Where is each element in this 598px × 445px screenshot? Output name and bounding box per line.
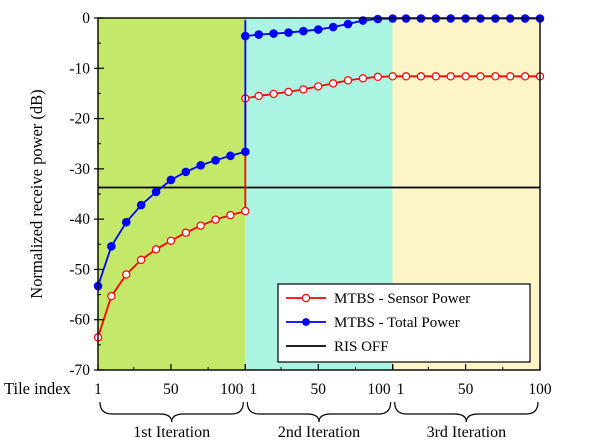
iteration-label-2: 2nd Iteration	[278, 424, 360, 441]
x-tick-label: 100	[220, 381, 244, 398]
data-point-mtbs-sensor-power	[241, 206, 250, 216]
data-point-mtbs-total-power	[211, 156, 220, 165]
y-tick-label: -70	[69, 362, 90, 379]
y-axis: 0 -10 -20 -30 -40 -50 -60 -70 Normalized receive…	[27, 10, 104, 379]
x-axis-title: Tile index	[4, 379, 72, 398]
x-tick-label: 50	[458, 381, 474, 398]
x-tick-label: 1	[397, 381, 405, 398]
x-tick-label: 1	[94, 381, 102, 398]
iteration-brackets: 1st Iteration 2nd Iteration 3rd Iteration	[99, 401, 539, 441]
data-point-mtbs-sensor-power	[343, 76, 353, 85]
data-point-mtbs-sensor-power	[314, 82, 323, 91]
data-point-mtbs-sensor-power	[166, 236, 176, 245]
data-point-mtbs-sensor-power	[181, 228, 191, 237]
y-tick-label: -20	[69, 111, 90, 128]
iteration-label-1: 1st Iteration	[133, 424, 210, 441]
legend-box	[277, 283, 531, 363]
y-tick-label: -10	[69, 60, 90, 77]
data-point-mtbs-sensor-power	[506, 72, 515, 81]
legend-label-ris-off: RIS OFF	[334, 339, 389, 355]
legend: MTBS - Sensor Power MTBS - Total Power RIS…	[277, 283, 531, 363]
data-point-mtbs-sensor-power	[211, 215, 220, 224]
data-point-mtbs-total-power	[107, 241, 116, 251]
data-point-mtbs-total-power	[254, 30, 264, 39]
legend-label-mtbs-total-power: MTBS - Total Power	[334, 315, 460, 331]
data-point-mtbs-sensor-power	[388, 72, 397, 81]
iteration-brace-2	[246, 401, 392, 423]
data-point-mtbs-sensor-power	[520, 72, 530, 81]
data-point-mtbs-sensor-power	[476, 72, 485, 81]
x-tick-label: 50	[163, 381, 179, 398]
data-point-mtbs-total-power	[269, 29, 278, 38]
data-point-mtbs-total-power	[373, 14, 383, 24]
data-point-mtbs-total-power	[241, 147, 250, 157]
data-point-mtbs-total-power	[328, 22, 338, 32]
data-point-mtbs-sensor-power	[107, 291, 116, 301]
x-tick-label: 100	[528, 381, 552, 398]
y-tick-label: 0	[82, 10, 90, 27]
x-tick-label: 100	[367, 381, 391, 398]
data-point-mtbs-sensor-power	[196, 221, 205, 230]
legend-label-mtbs-sensor-power: MTBS - Sensor Power	[334, 291, 470, 307]
data-point-mtbs-sensor-power	[269, 89, 278, 99]
data-point-mtbs-total-power	[196, 161, 205, 170]
y-tick-label: -40	[69, 211, 90, 228]
data-point-mtbs-total-power	[136, 200, 146, 210]
data-point-mtbs-sensor-power	[416, 72, 426, 81]
data-point-mtbs-sensor-power	[136, 255, 146, 265]
iteration-label-3: 3rd Iteration	[427, 424, 507, 441]
data-point-mtbs-sensor-power	[122, 270, 131, 279]
data-point-mtbs-sensor-power	[226, 210, 235, 220]
data-point-mtbs-sensor-power	[151, 245, 161, 254]
data-point-mtbs-sensor-power	[299, 85, 308, 94]
y-tick-label: -50	[69, 261, 90, 278]
data-point-mtbs-total-power	[284, 28, 293, 37]
iteration-brace-3	[394, 401, 539, 423]
data-point-mtbs-sensor-power	[358, 74, 368, 83]
data-point-mtbs-total-power	[299, 26, 308, 36]
legend-marker-mtbs-total-power	[302, 318, 310, 326]
data-point-mtbs-total-power	[226, 151, 235, 161]
data-point-mtbs-sensor-power	[461, 72, 470, 81]
data-point-mtbs-total-power	[151, 187, 161, 197]
data-point-mtbs-total-power	[343, 19, 353, 29]
series-layer	[93, 14, 545, 342]
data-point-mtbs-sensor-power	[446, 72, 455, 81]
legend-marker-mtbs-sensor-power	[301, 293, 311, 303]
data-point-mtbs-total-power	[313, 25, 323, 34]
iteration-band-1	[98, 18, 246, 370]
data-point-mtbs-sensor-power	[401, 72, 411, 81]
y-tick-label: -30	[69, 161, 90, 178]
x-tick-label: 1	[249, 381, 257, 398]
data-point-mtbs-sensor-power	[491, 72, 500, 81]
iteration-brace-1	[99, 401, 244, 423]
data-point-mtbs-total-power	[121, 217, 131, 227]
y-axis-title: Normalized receive power (dB)	[27, 89, 46, 298]
data-point-mtbs-sensor-power	[328, 79, 338, 88]
x-tick-label: 50	[311, 381, 327, 398]
data-point-mtbs-sensor-power	[284, 87, 293, 97]
data-point-mtbs-total-power	[181, 167, 191, 177]
data-point-mtbs-sensor-power	[431, 72, 441, 81]
y-tick-label: -60	[69, 312, 90, 329]
data-point-mtbs-sensor-power	[254, 91, 263, 101]
data-point-mtbs-sensor-power	[373, 72, 382, 82]
data-point-mtbs-total-power	[166, 175, 176, 185]
data-point-mtbs-total-power	[241, 31, 250, 41]
